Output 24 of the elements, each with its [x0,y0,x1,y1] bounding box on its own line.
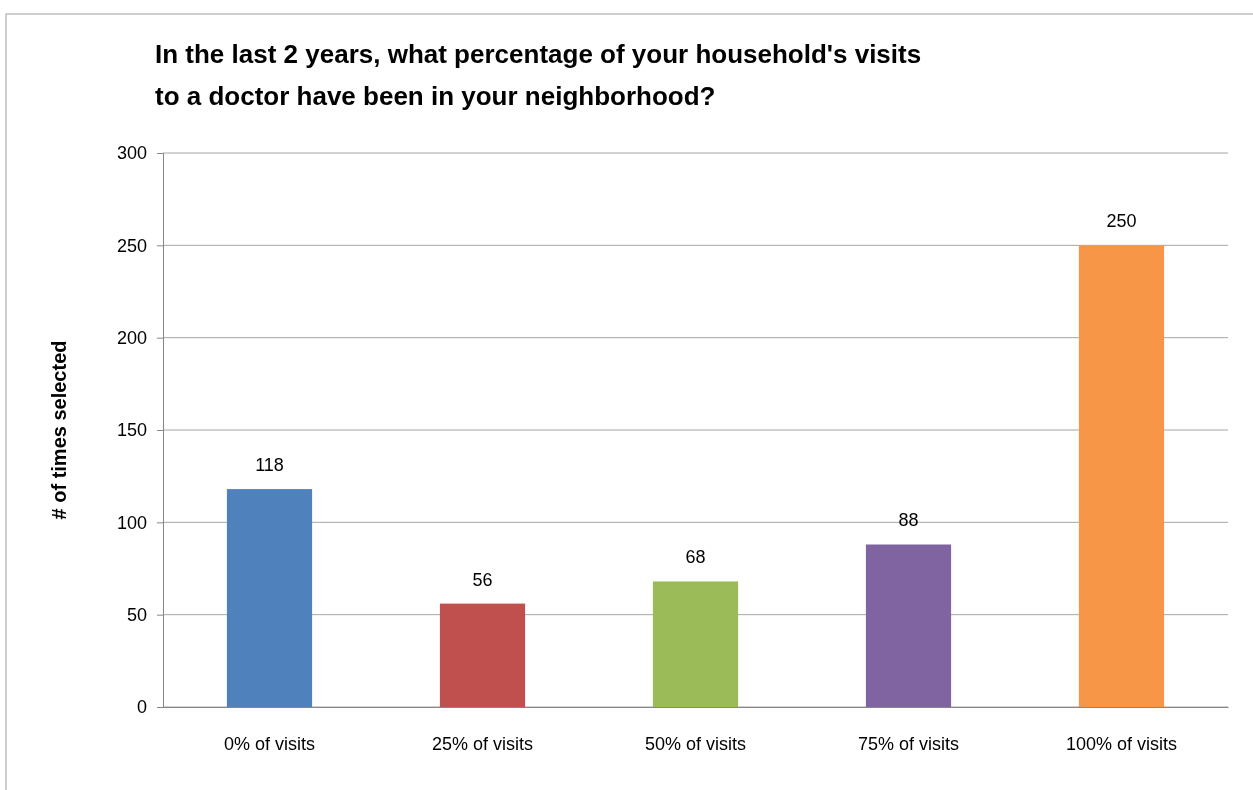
data-label: 88 [898,510,919,531]
x-tick-label: 25% of visits [431,733,534,754]
bar [1078,245,1165,707]
bar [439,603,526,707]
y-tick-label: 150 [116,420,147,441]
x-tick-label: 0% of visits [223,733,316,754]
data-label: 250 [1106,211,1137,232]
chart-title: In the last 2 years, what percentage of your household's visits to a doctor have been in your neighborhood? [155,39,922,111]
bar [226,489,313,707]
x-tick-label: 75% of visits [857,733,960,754]
y-tick-label: 0 [136,697,147,718]
y-tick-label: 300 [116,143,147,164]
y-axis-title: # of times selected [48,340,70,520]
y-tick-label: 200 [116,327,147,348]
bar [865,544,952,707]
x-tick-label: 100% of visits [1065,733,1178,754]
y-tick-label: 50 [126,604,147,625]
data-label: 56 [472,569,493,590]
bar [652,581,739,707]
data-label: 118 [255,455,284,476]
y-tick-label: 250 [116,235,147,256]
x-tick-label: 50% of visits [644,733,747,754]
y-tick-label: 100 [116,512,147,533]
data-label: 68 [685,547,706,568]
